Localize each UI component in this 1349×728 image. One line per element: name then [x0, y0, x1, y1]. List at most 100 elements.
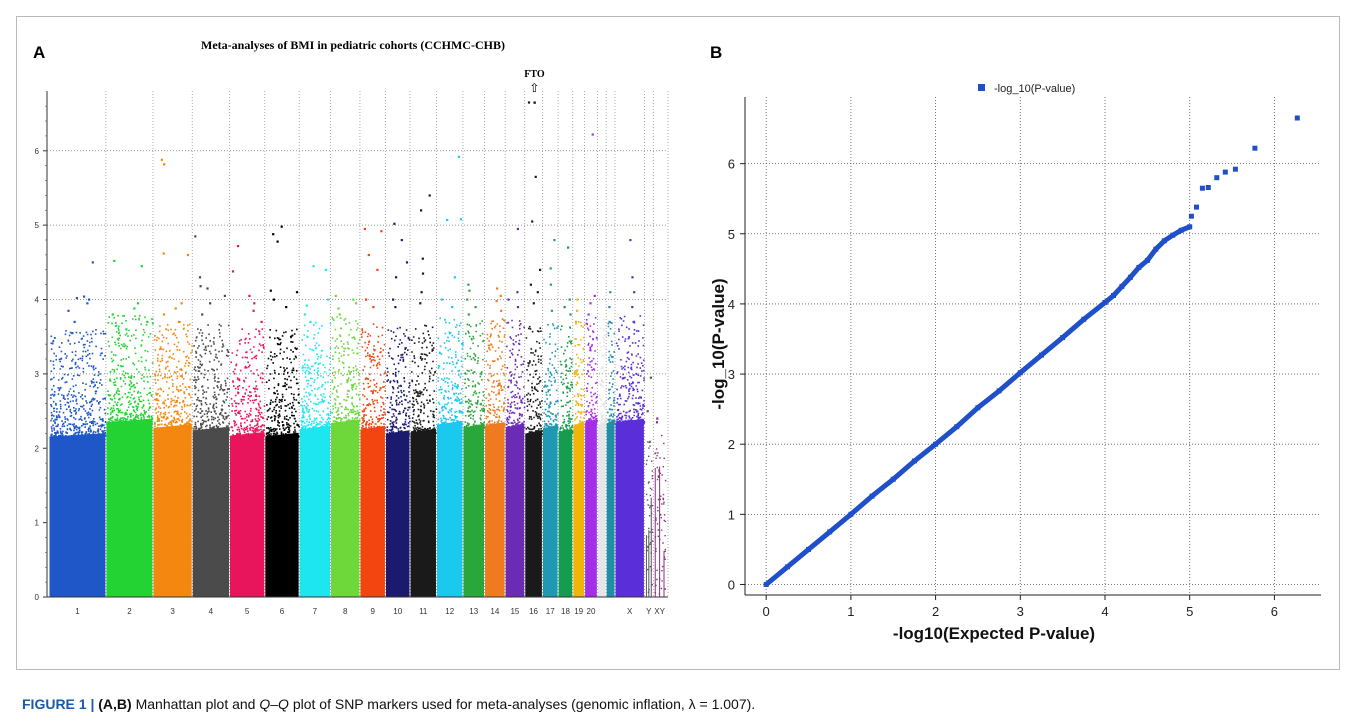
peak-point: [180, 302, 183, 305]
chromosome-points: [615, 315, 646, 424]
legend-swatch: [978, 84, 985, 91]
peak-point: [365, 298, 368, 301]
chromosome-body: [385, 430, 410, 597]
peak-point: [457, 155, 460, 158]
peak-point: [367, 253, 370, 257]
manhattan-plot: Meta-analyses of BMI in pediatric cohort…: [35, 38, 669, 616]
peak-point: [532, 302, 535, 305]
peak-point: [474, 306, 477, 309]
peak-point: [71, 332, 74, 335]
y-axis-label: -log_10(P-value): [709, 278, 728, 409]
qq-point: [784, 564, 790, 570]
chromosome-body: [615, 418, 644, 597]
chromosome-points: [585, 317, 598, 425]
data-points: [49, 101, 667, 597]
peak-point: [354, 302, 358, 305]
peak-point: [163, 163, 166, 166]
peak-point: [421, 257, 424, 260]
chromosome-body: [558, 428, 573, 597]
y-tick-label: 4: [35, 296, 40, 305]
peak-point: [186, 253, 190, 257]
peak-point: [428, 194, 431, 197]
peak-point: [446, 218, 449, 222]
peak-point: [549, 267, 552, 270]
x-tick-label: 18: [561, 607, 570, 616]
y-tick-label: 2: [35, 444, 40, 453]
x-tick-label: Y: [646, 607, 652, 616]
peak-point: [125, 328, 128, 331]
peak-point: [194, 235, 197, 238]
qq-point: [1144, 257, 1150, 263]
x-tick-label: 6: [280, 607, 285, 616]
peak-point: [536, 291, 539, 294]
peak-point: [272, 298, 275, 301]
chromosome-points: [153, 321, 193, 430]
peak-point: [441, 298, 444, 301]
y-tick-label: 1: [35, 519, 40, 528]
peak-point: [312, 265, 315, 268]
chromosome-body: [360, 425, 385, 597]
peak-point: [236, 245, 240, 248]
chart-title: Meta-analyses of BMI in pediatric cohort…: [201, 38, 505, 52]
peak-point: [589, 302, 592, 305]
chromosome-body: [153, 424, 192, 597]
peak-point: [198, 276, 202, 279]
x-tick-label: 11: [419, 607, 428, 616]
x-tick-label: 17: [546, 607, 555, 616]
x-tick-label: 3: [170, 607, 175, 616]
y-tick-label: 3: [728, 367, 735, 382]
peak-point: [553, 239, 556, 242]
peak-point: [591, 133, 594, 136]
chromosome-body: [542, 424, 558, 597]
x-tick-label: 1: [847, 604, 854, 619]
peak-point: [655, 421, 659, 424]
qq-point: [1017, 370, 1023, 376]
chromosome-points: [300, 321, 332, 431]
peak-point: [608, 320, 611, 323]
peak-point: [272, 233, 275, 236]
y-tick-label: 0: [35, 593, 40, 602]
figure-frame: [16, 16, 1340, 670]
peak-point: [280, 225, 283, 228]
figure-caption: FIGURE 1 | (A,B) Manhattan plot and Q–Q …: [22, 696, 755, 712]
peak-point: [295, 291, 299, 294]
peak-point: [608, 306, 611, 309]
peak-point: [534, 175, 537, 178]
axes: 0 1 2 3 4 5 6 0 1 2 3 4 5 6: [728, 97, 1321, 619]
peak-point: [136, 302, 140, 305]
peak-point: [253, 302, 256, 305]
chromosome-points: [463, 320, 486, 430]
peak-point: [646, 410, 649, 413]
peak-point: [252, 309, 255, 312]
chromosome-points: [106, 314, 154, 424]
peak-point: [372, 306, 375, 309]
peak-point: [334, 294, 337, 297]
peak-point: [260, 320, 263, 323]
peak-point: [468, 289, 471, 292]
chromosome-points: [485, 318, 506, 428]
peak-point: [209, 302, 212, 305]
y-tick-label: 5: [35, 221, 40, 230]
fto-arrow-icon: ⇧: [529, 81, 539, 95]
peak-point: [160, 158, 163, 161]
peak-point: [248, 294, 251, 297]
qq-point: [1161, 238, 1167, 244]
chromosome-points: [360, 323, 387, 432]
qq-point: [1187, 224, 1193, 230]
peak-point: [567, 246, 570, 249]
peak-point: [569, 313, 572, 316]
y-tick-label: 4: [728, 297, 735, 312]
x-tick-label: 12: [445, 607, 454, 616]
peak-point: [516, 306, 520, 309]
qq-point: [1060, 335, 1066, 341]
qq-point: [1205, 185, 1211, 190]
qq-point: [1214, 175, 1220, 181]
x-tick-label: 10: [393, 607, 402, 616]
y-tick-label: 5: [728, 227, 735, 242]
peak-point: [609, 291, 612, 294]
peak-point: [550, 309, 553, 312]
caption-q1: Q: [259, 696, 271, 712]
peak-point: [495, 300, 498, 303]
chromosome-points: [411, 324, 438, 434]
qq-point: [869, 493, 875, 499]
